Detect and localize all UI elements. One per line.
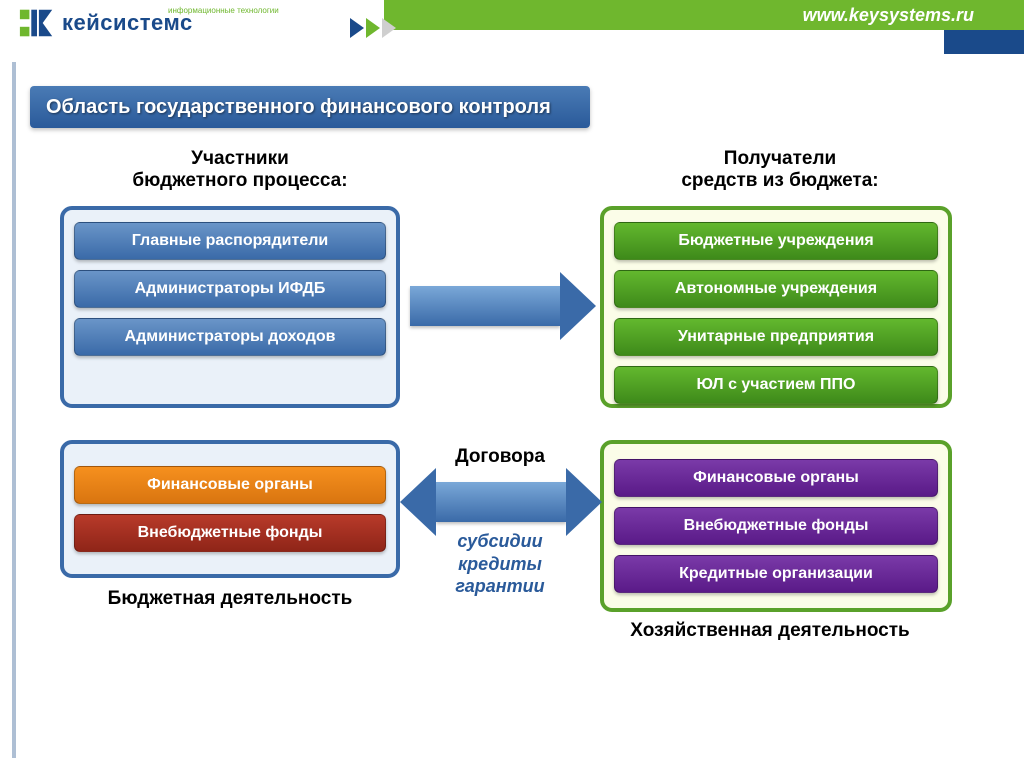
arrow-right — [410, 286, 590, 326]
diagram-item: Кредитные организации — [614, 555, 938, 593]
logo-subtitle: информационные технологии — [168, 6, 279, 15]
nav-tri-icon — [366, 18, 380, 38]
panel-budget-participants: Главные распорядители Администраторы ИФД… — [60, 206, 400, 408]
header: www.keysystems.ru кейсистемс информацион… — [0, 0, 1024, 54]
footer-right: Хозяйственная деятельность — [600, 620, 940, 642]
diagram-item: Администраторы ИФДБ — [74, 270, 386, 308]
diagram-item: Унитарные предприятия — [614, 318, 938, 356]
diagram-item: Финансовые органы — [614, 459, 938, 497]
right-column-heading: Получателисредств из бюджета: — [620, 148, 940, 192]
panel-budget-recipients: Бюджетные учреждения Автономные учрежден… — [600, 206, 952, 408]
diagram-item: ЮЛ с участием ППО — [614, 366, 938, 404]
diagram-item: Внебюджетные фонды — [614, 507, 938, 545]
nav-triangles — [350, 18, 396, 38]
nav-tri-icon — [382, 18, 396, 38]
diagram-item: Внебюджетные фонды — [74, 514, 386, 552]
side-rule — [12, 62, 16, 758]
header-url-bar: www.keysystems.ru — [384, 0, 1024, 30]
diagram-item: Главные распорядители — [74, 222, 386, 260]
header-url: www.keysystems.ru — [803, 5, 974, 26]
diagram-item: Финансовые органы — [74, 466, 386, 504]
left-column-heading: Участникибюджетного процесса: — [80, 148, 400, 192]
logo: кейсистемс информационные технологии — [18, 4, 193, 42]
panel-financial-bodies-left: Финансовые органы Внебюджетные фонды — [60, 440, 400, 578]
header-accent — [944, 30, 1024, 54]
diagram-item: Бюджетные учреждения — [614, 222, 938, 260]
panel-financial-bodies-right: Финансовые органы Внебюджетные фонды Кре… — [600, 440, 952, 612]
center-label-top: Договора — [410, 446, 590, 468]
footer-left: Бюджетная деятельность — [60, 588, 400, 610]
diagram-item: Автономные учреждения — [614, 270, 938, 308]
center-label-bottom: субсидиикредитыгарантии — [410, 530, 590, 598]
diagram-item: Администраторы доходов — [74, 318, 386, 356]
nav-tri-icon — [350, 18, 364, 38]
arrow-bidirectional — [408, 482, 594, 522]
page-title: Область государственного финансового кон… — [46, 96, 551, 119]
logo-icon — [18, 4, 56, 42]
title-bar: Область государственного финансового кон… — [30, 86, 590, 128]
